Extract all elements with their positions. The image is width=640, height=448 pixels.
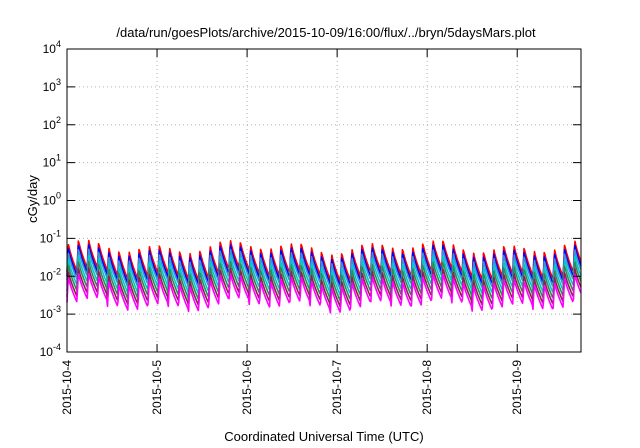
y-tick-label: 101: [43, 153, 61, 170]
series-line: [66, 239, 582, 283]
y-tick-label: 102: [43, 115, 61, 132]
y-axis-label: cGy/day: [25, 175, 40, 223]
x-tick-label: 2015-10-4: [60, 360, 74, 415]
chart-title: /data/run/goesPlots/archive/2015-10-09/1…: [116, 25, 536, 40]
series-line: [66, 254, 582, 297]
series-line: [66, 244, 582, 288]
y-tick-label: 10-1: [40, 228, 61, 245]
y-tick-label: 10-2: [40, 266, 61, 283]
y-tick-label: 10-3: [40, 304, 61, 321]
series-group: [66, 239, 582, 314]
plot-frame: [66, 48, 582, 353]
series-line: [66, 248, 582, 291]
y-tick-label: 103: [43, 77, 61, 94]
grid-lines: [67, 49, 581, 352]
series-line: [66, 267, 582, 308]
axis-ticks: 10-4 10-3 10-2 10-1 100 101 102 103 104 2015-10-4…: [40, 39, 581, 415]
x-tick-label: 2015-10-5: [150, 360, 164, 415]
y-tick-label: 104: [43, 39, 61, 56]
x-tick-label: 2015-10-8: [420, 360, 434, 415]
x-axis-label: Coordinated Universal Time (UTC): [224, 429, 423, 444]
x-tick-label: 2015-10-6: [240, 360, 254, 415]
series-line: [66, 260, 582, 303]
y-tick-label: 100: [43, 191, 61, 208]
x-tick-label: 2015-10-7: [330, 360, 344, 415]
x-tick-label: 2015-10-9: [510, 360, 524, 415]
y-tick-label: 10-4: [40, 342, 61, 359]
series-line: [66, 273, 582, 314]
